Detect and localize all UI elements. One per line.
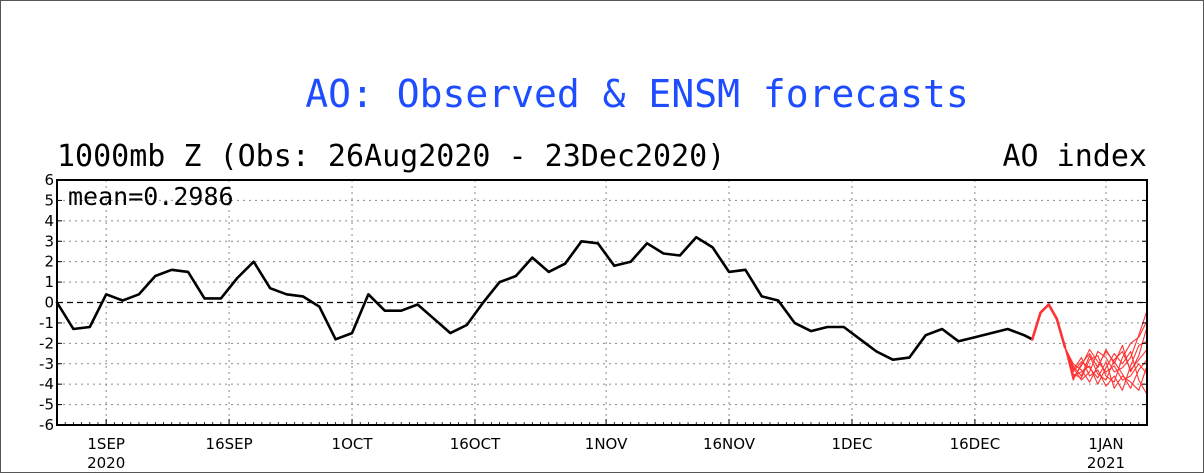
y-tick-label: 4 bbox=[44, 212, 54, 230]
x-tick-label: 16SEP bbox=[206, 435, 253, 453]
observed-ao-line bbox=[55, 235, 1034, 362]
y-tick-label: -5 bbox=[39, 396, 54, 414]
x-tick-year: 2020 bbox=[87, 454, 125, 472]
grid bbox=[57, 180, 1147, 425]
x-tick-label: 1SEP bbox=[87, 435, 125, 453]
forecast-ensemble-line bbox=[1064, 340, 1148, 391]
forecast-ensemble-line bbox=[1064, 346, 1148, 391]
y-tick-label: -2 bbox=[39, 334, 54, 352]
y-tick-label: 6 bbox=[44, 171, 54, 189]
y-tick-label: 1 bbox=[44, 273, 54, 291]
x-tick-label: 16DEC bbox=[950, 435, 1001, 453]
y-tick-label: 5 bbox=[44, 191, 54, 209]
forecast-ensemble-line bbox=[1064, 346, 1148, 381]
x-tick-label: 16NOV bbox=[703, 435, 756, 453]
mean-annotation: mean=0.2986 bbox=[68, 182, 234, 211]
x-tick-label: 1OCT bbox=[332, 435, 374, 453]
chart-title: AO: Observed & ENSM forecasts bbox=[305, 72, 968, 116]
y-tick-label: -1 bbox=[39, 314, 54, 332]
y-tick-label: 2 bbox=[44, 253, 54, 271]
x-tick-label: 1DEC bbox=[831, 435, 872, 453]
x-tick-label: 1JAN bbox=[1088, 435, 1123, 453]
y-tick-label: -6 bbox=[39, 416, 54, 434]
y-tick-label: 3 bbox=[44, 232, 54, 250]
forecast-ensemble-line bbox=[1064, 346, 1148, 381]
chart-subtitle-left: 1000mb Z (Obs: 26Aug2020 - 23Dec2020) bbox=[57, 139, 725, 174]
x-tick-year: 2021 bbox=[1087, 454, 1125, 472]
y-tick-label: 0 bbox=[44, 294, 54, 312]
x-tick-label: 1NOV bbox=[585, 435, 628, 453]
y-axis: 6 5 4 3 2 1 0 -1 -2 -3 -4 -5 -6 bbox=[39, 171, 1147, 434]
y-tick-label: -4 bbox=[39, 375, 54, 393]
series-group bbox=[55, 235, 1148, 395]
chart-subtitle-right: AO index bbox=[1003, 139, 1148, 174]
y-tick-label: -3 bbox=[39, 355, 54, 373]
x-tick-label: 16OCT bbox=[450, 435, 501, 453]
forecast-ensemble-line bbox=[1064, 310, 1148, 381]
forecast-ensemble-line bbox=[1031, 303, 1067, 349]
forecast-ensemble-line bbox=[1064, 346, 1148, 389]
